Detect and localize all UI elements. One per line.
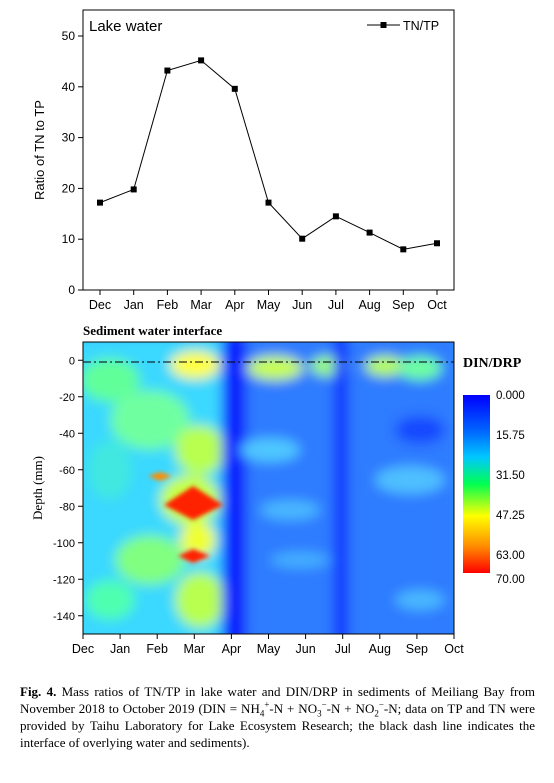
line-x-tick-label: Apr [225, 298, 244, 312]
legend-marker [380, 22, 387, 28]
line-x-tick-label: Sep [392, 298, 414, 312]
line-x-tick-label: Aug [358, 298, 380, 312]
caption-text-3: -N + NO [326, 701, 375, 716]
heatmap-y-tick-label: -60 [59, 465, 75, 477]
caption-label: Fig. 4. [20, 684, 57, 699]
heatmap-x-tick-label: Dec [72, 642, 94, 656]
line-point [332, 213, 339, 220]
colorbar-tick-label: 31.50 [496, 470, 525, 482]
heatmap-y-tick-label: -20 [59, 392, 75, 404]
line-x-axis: Dec Jan Feb Mar Apr May Jun Jul Aug Sep Oct [89, 290, 447, 312]
line-point [265, 199, 272, 206]
figure-canvas: Lake water TN/TP 0 10 20 30 40 50 Dec Jan Feb Ma… [30, 9, 525, 656]
line-y-tick-label: 50 [62, 29, 76, 43]
heatmap-x-tick-label: Mar [184, 642, 206, 656]
line-series-tntp [97, 57, 440, 253]
heatmap-x-tick-label: Jul [335, 642, 351, 656]
colorbar: DIN/DRP 0.000 15.75 31.50 47.25 63.00 70.00 [463, 356, 525, 586]
caption-sub-4: 4 [259, 708, 265, 719]
colorbar-tick-label: 63.00 [496, 550, 525, 562]
line-point [400, 246, 407, 253]
heatmap-x-tick-label: May [257, 642, 281, 656]
heatmap-title: Sediment water interface [83, 323, 222, 338]
heatmap-x-tick-label: Apr [222, 642, 241, 656]
line-y-tick-label: 20 [62, 181, 76, 195]
heatmap-y-tick-label: -120 [53, 574, 75, 586]
line-series-path [99, 59, 438, 250]
heatmap-x-tick-label: Aug [369, 642, 391, 656]
colorbar-ticks: 0.000 15.75 31.50 47.25 63.00 70.00 [496, 390, 525, 586]
line-x-tick-label: Jan [124, 298, 144, 312]
line-plot-frame [82, 9, 455, 291]
line-y-tick-label: 30 [62, 131, 76, 145]
caption-sub-3: 3 [317, 708, 322, 719]
colorbar-title: DIN/DRP [463, 356, 522, 371]
line-point [434, 240, 440, 247]
caption-sup-minus-b: − [378, 699, 384, 710]
line-x-tick-label: Jul [328, 298, 344, 312]
heatmap-x-tick-label: Oct [444, 642, 464, 656]
line-chart-title: Lake water [89, 18, 162, 35]
heatmap-y-tick-label: -40 [59, 428, 75, 440]
line-x-tick-label: Dec [89, 298, 111, 312]
caption-text-4: -N; data on TP and TN were provided by T… [20, 701, 535, 750]
line-point [164, 67, 171, 74]
line-y-tick-label: 10 [62, 232, 76, 246]
line-legend: TN/TP [367, 19, 439, 33]
heatmap-chart: Sediment water interface [30, 323, 525, 656]
colorbar-tick-label: 15.75 [496, 430, 525, 442]
heatmap-x-tick-label: Jun [296, 642, 316, 656]
caption-text-2: -N + NO [269, 701, 318, 716]
colorbar-tick-label: 70.00 [496, 574, 525, 586]
colorbar-tick-label: 47.25 [496, 510, 525, 522]
line-chart: Lake water TN/TP 0 10 20 30 40 50 Dec Jan Feb Ma… [32, 9, 455, 312]
heatmap-y-tick-label: -100 [53, 538, 75, 550]
colorbar-tick-label: 0.000 [496, 390, 525, 402]
line-y-axis-label: Ratio of TN to TP [32, 100, 47, 200]
heatmap-field [83, 342, 454, 634]
caption-sup-minus-a: − [321, 699, 327, 710]
heatmap-x-tick-label: Feb [146, 642, 168, 656]
caption-text-1: Mass ratios of TN/TP in lake water and D… [20, 684, 535, 716]
line-y-axis: 0 10 20 30 40 50 [62, 29, 83, 297]
heatmap-x-tick-label: Sep [406, 642, 428, 656]
line-point [231, 85, 238, 92]
line-point [130, 186, 137, 193]
heatmap-x-tick-label: Jan [110, 642, 130, 656]
line-x-tick-label: Feb [157, 298, 179, 312]
line-point [198, 57, 205, 64]
heatmap-y-axis-label: Depth (mm) [30, 456, 45, 520]
line-x-tick-label: Jun [292, 298, 312, 312]
caption-sup-plus: + [264, 699, 270, 710]
line-point [97, 199, 103, 206]
heatmap-y-tick-label: -140 [53, 611, 75, 623]
caption-sub-2: 2 [374, 708, 379, 719]
heatmap-y-tick-label: -80 [59, 501, 75, 513]
line-x-tick-label: Mar [190, 298, 212, 312]
heatmap-y-tick-label: 0 [69, 355, 75, 367]
line-x-tick-label: Oct [427, 298, 447, 312]
colorbar-gradient [463, 395, 490, 573]
heatmap-x-axis: Dec Jan Feb Mar Apr May Jun Jul Aug Sep Oct [72, 634, 464, 656]
line-x-tick-label: May [257, 298, 281, 312]
line-point [299, 235, 306, 242]
figure-caption: Fig. 4. Mass ratios of TN/TP in lake wat… [20, 683, 535, 751]
legend-label-tntp: TN/TP [403, 19, 439, 33]
line-y-tick-label: 0 [68, 283, 75, 297]
line-y-tick-label: 40 [62, 80, 76, 94]
line-point [366, 229, 373, 236]
heatmap-y-axis: 0 -20 -40 -60 -80 -100 -120 -140 [53, 355, 83, 623]
